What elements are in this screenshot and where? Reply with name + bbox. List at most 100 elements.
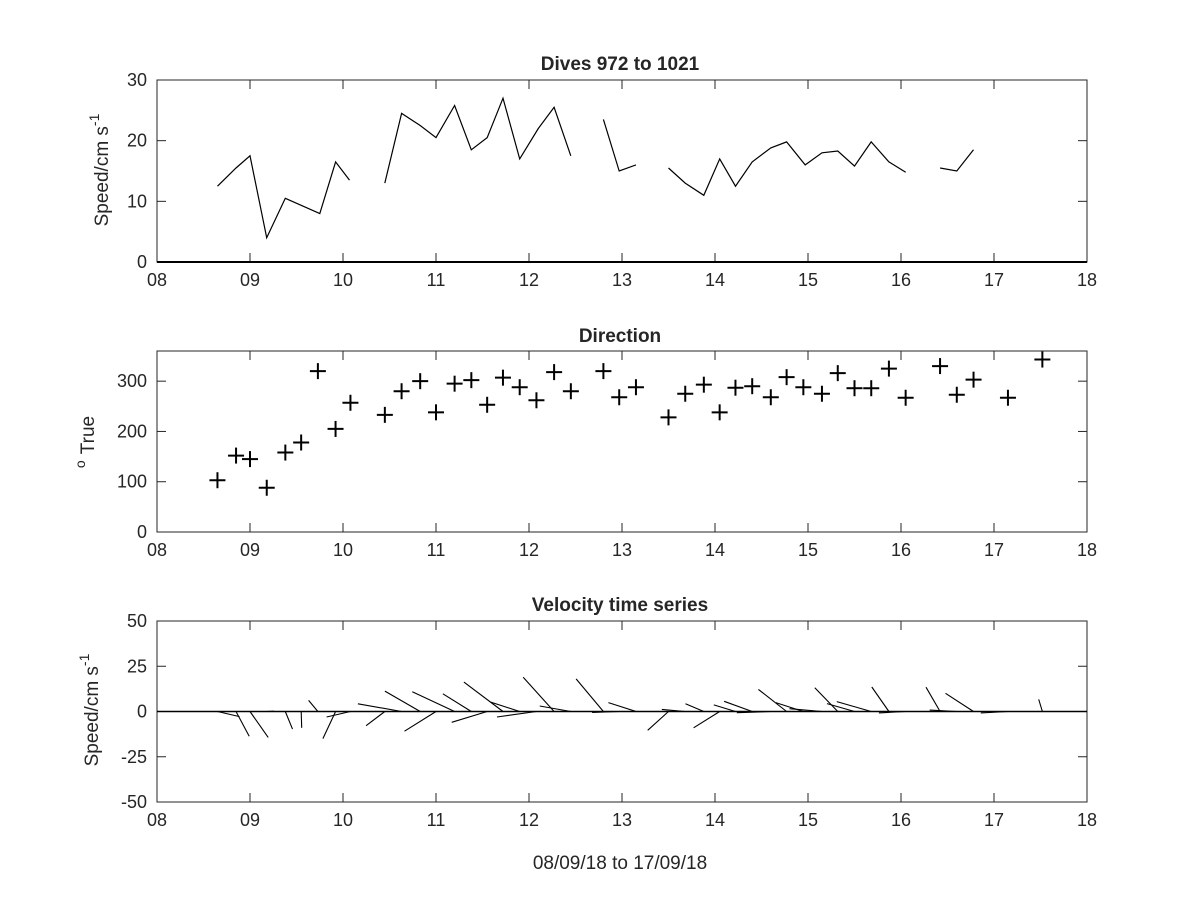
velocity-panel-title: Velocity time series [532, 595, 708, 616]
velocity-panel-ylabel: Speed/cm s-1 [76, 653, 103, 766]
direction-point [932, 358, 949, 375]
velocity-stick [442, 693, 472, 712]
velocity-stick [539, 705, 571, 713]
velocity-stick [826, 703, 855, 713]
speed-panel-title: Dives 972 to 1021 [541, 54, 700, 75]
y-tick-label: 30 [127, 70, 147, 90]
speed-plot-area: 08 09 10 11 12 13 14 15 16 17 18 0 10 20 30 [127, 70, 1097, 290]
direction-point [342, 394, 359, 411]
velocity-stick [357, 703, 402, 713]
direction-ylabel-degree: o [72, 460, 88, 468]
svg-text:Speed/cm s-1: Speed/cm s-1 [86, 113, 113, 226]
velocity-stick [284, 711, 294, 730]
speed-ylabel-text: Speed/cm s [92, 126, 113, 226]
x-tick-label: 17 [984, 540, 1004, 560]
velocity-ylabel-text: Speed/cm s [82, 666, 103, 766]
direction-point [209, 472, 226, 489]
x-tick-label: 09 [240, 810, 260, 830]
x-tick-label: 18 [1077, 810, 1097, 830]
velocity-panel: Velocity time series Speed/cm s-1 08/09/… [76, 595, 1097, 874]
direction-point [277, 444, 294, 461]
velocity-stick [217, 710, 240, 718]
x-tick-label: 16 [891, 810, 911, 830]
direction-point [446, 375, 463, 392]
velocity-stick [693, 711, 720, 729]
speed-series-line [668, 140, 907, 197]
velocity-stick [451, 710, 488, 723]
direction-point [813, 385, 830, 402]
speed-series-line [939, 149, 974, 172]
x-tick-label: 11 [427, 270, 446, 290]
velocity-plot-area: 08 09 10 11 12 13 14 15 16 17 18 -50 -25 0 25 50 [121, 611, 1097, 830]
velocity-stick [412, 691, 455, 712]
direction-point [965, 371, 982, 388]
velocity-stick [300, 711, 303, 728]
x-tick-label: 15 [798, 540, 818, 560]
y-tick-label: 300 [117, 371, 147, 391]
velocity-stick [871, 686, 890, 712]
x-tick-label: 16 [891, 540, 911, 560]
direction-point [258, 479, 275, 496]
x-tick-label: 12 [519, 270, 539, 290]
y-tick-label: 25 [127, 656, 147, 676]
y-tick-label: -25 [121, 747, 147, 767]
x-tick-label: 12 [519, 540, 539, 560]
svg-text:Speed/cm s-1: Speed/cm s-1 [76, 653, 103, 766]
direction-point [695, 376, 712, 393]
direction-point [242, 451, 258, 468]
velocity-stick [758, 688, 787, 712]
direction-point [778, 369, 795, 386]
x-tick-label: 09 [240, 540, 260, 560]
direction-point [711, 404, 728, 421]
velocity-stick [592, 710, 620, 713]
velocity-stick [463, 681, 504, 712]
speed-series-line [602, 119, 637, 172]
velocity-stick [235, 711, 250, 737]
velocity-stick [326, 710, 351, 718]
x-tick-label: 14 [705, 810, 725, 830]
direction-point [494, 369, 511, 386]
y-tick-label: 50 [127, 611, 147, 631]
y-tick-label: 20 [127, 131, 147, 151]
velocity-stick [249, 711, 269, 738]
velocity-stick [522, 676, 555, 712]
direction-point [863, 380, 880, 397]
x-tick-label: 10 [333, 270, 353, 290]
speed-ylabel-exponent: -1 [86, 113, 102, 126]
velocity-stick [575, 678, 604, 712]
speed-series-line [384, 96, 572, 184]
x-tick-label: 17 [984, 810, 1004, 830]
y-tick-label: 10 [127, 191, 147, 211]
velocity-stick [384, 690, 421, 712]
direction-point [1034, 351, 1051, 368]
direction-plot-area: 08 09 10 11 12 13 14 15 16 17 18 0 100 200 300 [117, 350, 1097, 560]
speed-panel: Dives 972 to 1021 Speed/cm s-1 08 09 10 11 1… [86, 54, 1097, 290]
y-tick-label: 0 [137, 702, 147, 722]
direction-point [376, 406, 393, 423]
x-tick-label: 14 [705, 540, 725, 560]
direction-point [511, 379, 528, 396]
direction-point [293, 434, 310, 451]
direction-panel: Direction o True 08 09 10 11 12 13 14 15 16 17 18 0 1… [72, 326, 1097, 560]
velocity-stick [1038, 699, 1043, 712]
direction-point [611, 389, 628, 406]
direction-point [880, 360, 897, 377]
x-tick-label: 18 [1077, 540, 1097, 560]
velocity-stick [925, 686, 941, 712]
direction-ylabel-text: True [78, 416, 99, 454]
y-tick-label: 0 [137, 252, 147, 272]
direction-point [428, 404, 444, 421]
velocity-xlabel: 08/09/18 to 17/09/18 [533, 853, 707, 874]
velocity-stick [929, 709, 957, 713]
x-tick-label: 15 [798, 270, 818, 290]
x-tick-label: 11 [427, 540, 446, 560]
direction-point [479, 396, 496, 413]
velocity-stick [713, 704, 736, 713]
x-tick-label: 13 [612, 810, 632, 830]
svg-text:oTrue: o True [72, 416, 99, 468]
direction-point [897, 389, 914, 406]
velocity-stick [789, 708, 823, 713]
velocity-stick [608, 702, 637, 713]
y-tick-label: 200 [117, 421, 147, 441]
